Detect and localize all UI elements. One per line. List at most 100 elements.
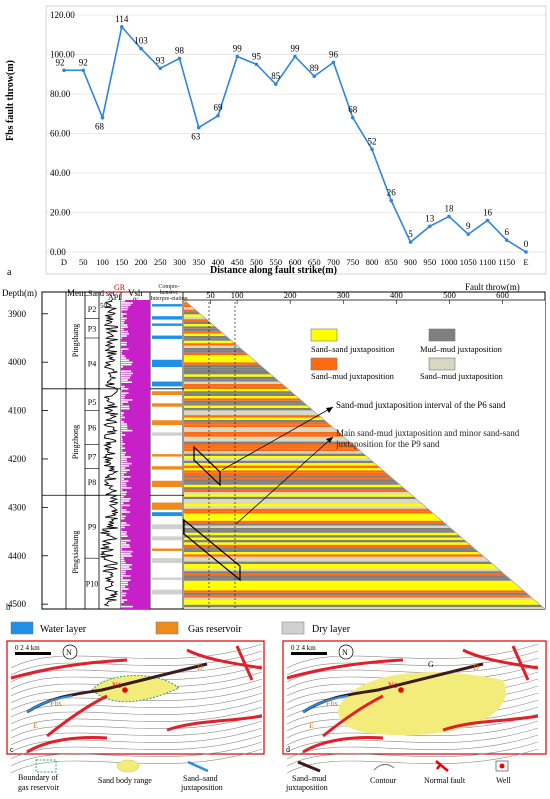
normal-fault bbox=[166, 714, 263, 732]
juxtaposition-stripe bbox=[184, 537, 545, 540]
vsh-notch bbox=[121, 460, 128, 463]
x-tick-label: 1000 bbox=[441, 257, 458, 267]
throw-series-line bbox=[64, 25, 527, 253]
throw-data-label: 92 bbox=[79, 57, 88, 67]
vsh-notch bbox=[121, 535, 128, 537]
g-label: G bbox=[428, 660, 434, 669]
north-arrow-icon bbox=[62, 644, 78, 660]
vsh-notch bbox=[121, 359, 130, 361]
juxtaposition-stripe bbox=[184, 482, 545, 485]
throw-tick-label: 600 bbox=[496, 290, 509, 300]
throw-data-label: 89 bbox=[310, 63, 320, 73]
interp-layer bbox=[152, 577, 182, 580]
x-tick-label: 750 bbox=[346, 257, 359, 267]
juxtaposition-stripe bbox=[184, 566, 545, 569]
x-tick-label: 150 bbox=[115, 257, 128, 267]
scale-label: 0 2 4 km bbox=[291, 644, 316, 652]
vsh-notch bbox=[121, 473, 125, 476]
sandset-header: Sand set bbox=[88, 289, 116, 298]
vsh-notch bbox=[121, 544, 130, 546]
water-layer-swatch bbox=[10, 621, 34, 635]
vsh-notch bbox=[121, 506, 123, 509]
juxtaposition-stripe bbox=[184, 499, 545, 502]
throw-data-label: 92 bbox=[56, 57, 65, 67]
juxtaposition-stripe bbox=[184, 602, 545, 605]
x-tick-label: 350 bbox=[192, 257, 205, 267]
fbs-label: Fbs bbox=[50, 699, 62, 708]
legend-sand-mud-2: Sand–mud juxtaposition bbox=[420, 371, 504, 381]
normal-fault bbox=[442, 714, 539, 732]
vsh-notch bbox=[121, 601, 124, 603]
throw-data-label: 52 bbox=[368, 136, 377, 146]
north-arrow-letter: N bbox=[66, 648, 72, 657]
vsh-notch bbox=[121, 509, 127, 511]
vsh-notch bbox=[121, 436, 122, 438]
member-label: Pingshang bbox=[71, 324, 80, 357]
interp-layer bbox=[152, 524, 182, 530]
vsh-notch bbox=[121, 471, 127, 474]
vsh-notch bbox=[121, 555, 133, 557]
vsh-notch bbox=[121, 517, 125, 520]
scale-bar bbox=[15, 652, 51, 655]
sand-body-range bbox=[338, 672, 506, 736]
panel-d-label: d bbox=[286, 745, 290, 754]
throw-data-label: 18 bbox=[445, 203, 455, 213]
throw-data-label: 103 bbox=[134, 36, 148, 46]
x-tick-label: 700 bbox=[327, 257, 340, 267]
vsh-notch bbox=[121, 559, 125, 562]
contour-line bbox=[286, 734, 539, 760]
map-c: N1 Fbs D E 0 2 4 km N c bbox=[6, 640, 265, 774]
vsh-notch bbox=[121, 550, 133, 553]
juxtaposition-stripe bbox=[184, 513, 545, 516]
vsh-notch bbox=[121, 322, 124, 324]
throw-point bbox=[273, 82, 278, 86]
juxtaposition-stripe bbox=[184, 489, 545, 492]
vsh-notch bbox=[121, 440, 123, 443]
juxtaposition-diagram-svg: Depth(m) Mem. Sand set GR API 50 150 Vsh… bbox=[2, 282, 546, 612]
vsh-notch bbox=[121, 539, 131, 542]
sandset-label: P3 bbox=[88, 324, 96, 333]
vsh-notch bbox=[121, 423, 127, 425]
vsh-notch bbox=[121, 396, 125, 399]
vsh-notch bbox=[121, 605, 133, 608]
vsh-notch bbox=[121, 498, 131, 500]
e-label: E bbox=[33, 721, 38, 730]
throw-data-label: 5 bbox=[408, 229, 413, 239]
interp-layer bbox=[152, 335, 182, 339]
panel-b-label: b bbox=[6, 602, 11, 612]
contour-line bbox=[10, 748, 263, 774]
x-tick-label: 900 bbox=[404, 257, 417, 267]
juxtaposition-stripe bbox=[184, 532, 545, 536]
e-label: E bbox=[309, 721, 314, 730]
legend-fault-swatch bbox=[435, 760, 449, 772]
juxtaposition-stripe bbox=[184, 508, 545, 512]
depth-tick-label: 4500 bbox=[8, 599, 27, 609]
gas-reservoir-swatch bbox=[155, 621, 179, 635]
legend-sand-sand: Sand–sand juxtaposition bbox=[311, 344, 395, 354]
vsh-notch bbox=[121, 381, 132, 383]
juxtaposition-stripe bbox=[184, 501, 545, 504]
legend-sand-sand-swatch bbox=[187, 760, 209, 773]
vsh-notch bbox=[121, 326, 128, 328]
vsh-notch bbox=[121, 311, 122, 313]
vsh-notch bbox=[121, 333, 129, 335]
throw-point bbox=[119, 25, 124, 29]
juxtaposition-stripe bbox=[184, 458, 545, 461]
throw-point bbox=[312, 74, 317, 79]
x-tick-label: 1150 bbox=[498, 257, 515, 267]
vsh-notch bbox=[121, 372, 133, 375]
vsh-notch bbox=[121, 363, 132, 366]
juxtaposition-stripe bbox=[184, 494, 545, 497]
vsh-notch bbox=[121, 434, 126, 436]
juxtaposition-stripe bbox=[184, 492, 545, 495]
vsh-notch bbox=[121, 330, 129, 333]
vsh-notch bbox=[121, 392, 129, 394]
legend-ss-line1: Sand–sand bbox=[183, 774, 218, 783]
vsh-notch bbox=[121, 504, 130, 507]
interp-layer bbox=[152, 454, 182, 457]
vsh-notch bbox=[121, 553, 131, 555]
legend-well: Well bbox=[496, 776, 512, 785]
legend-mud-mud: Mud–mud juxtaposition bbox=[420, 344, 503, 354]
normal-fault bbox=[286, 658, 404, 680]
panel-a-line-chart: Fbs fault throw(m) Distance along fault … bbox=[0, 0, 550, 280]
